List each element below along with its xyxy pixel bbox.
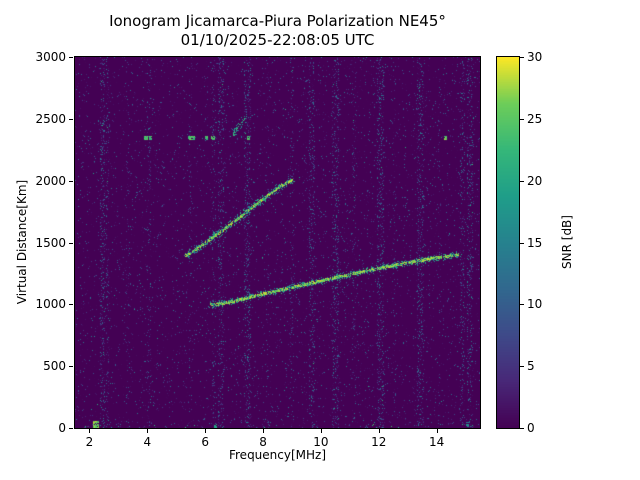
x-tick-label: 14	[428, 435, 445, 449]
y-tick-label: 1000	[35, 297, 66, 312]
colorbar-tick-mark	[520, 180, 524, 182]
y-tick-mark	[69, 428, 73, 429]
y-tick-mark	[69, 57, 73, 58]
chart-title: Ionogram Jicamarca-Piura Polarization NE…	[109, 12, 446, 30]
y-tick-label: 1500	[35, 235, 66, 250]
y-tick-label: 2500	[35, 111, 66, 126]
y-tick-label: 0	[58, 421, 66, 435]
colorbar-tick-mark	[520, 428, 524, 429]
y-tick-mark	[69, 366, 73, 368]
y-tick-label: 3000	[35, 50, 66, 64]
x-tick-mark	[320, 429, 322, 433]
y-tick-mark	[69, 242, 73, 244]
colorbar-gradient	[497, 57, 519, 428]
x-tick-mark	[436, 429, 438, 433]
colorbar-tick-label: 0	[527, 421, 535, 435]
colorbar-tick-label: 30	[527, 50, 543, 64]
colorbar-tick-mark	[520, 118, 524, 120]
x-tick-mark	[147, 429, 149, 433]
x-axis-label: Frequency[MHz]	[228, 448, 327, 462]
x-tick-mark	[89, 429, 91, 433]
x-tick-label: 6	[201, 435, 209, 449]
y-tick-mark	[69, 180, 73, 182]
colorbar-tick-label: 10	[527, 297, 543, 312]
colorbar	[496, 56, 520, 429]
y-tick-label: 2000	[35, 173, 66, 188]
x-tick-label: 8	[259, 435, 267, 449]
x-tick-mark	[378, 429, 380, 433]
colorbar-tick-label: 20	[527, 173, 543, 188]
colorbar-tick-label: 5	[527, 359, 535, 374]
colorbar-tick-mark	[520, 57, 524, 58]
plot-area	[74, 56, 481, 429]
colorbar-tick-mark	[520, 304, 524, 306]
colorbar-tick-mark	[520, 242, 524, 244]
chart-subtitle: 01/10/2025-22:08:05 UTC	[180, 31, 375, 49]
colorbar-tick-label: 15	[527, 235, 543, 250]
x-tick-label: 10	[313, 435, 329, 449]
x-tick-label: 4	[143, 435, 152, 449]
x-tick-mark	[263, 429, 265, 433]
y-tick-mark	[69, 118, 73, 120]
y-tick-mark	[69, 304, 73, 306]
y-axis-label: Virtual Distance[Km]	[15, 179, 29, 305]
x-tick-mark	[205, 429, 207, 433]
x-tick-label: 12	[371, 435, 387, 449]
colorbar-tick-mark	[520, 366, 524, 368]
x-tick-label: 2	[85, 435, 94, 449]
colorbar-tick-label: 25	[527, 111, 543, 126]
colorbar-label: SNR [dB]	[560, 215, 574, 269]
ionogram-heatmap	[75, 57, 480, 428]
y-tick-label: 500	[43, 359, 66, 374]
